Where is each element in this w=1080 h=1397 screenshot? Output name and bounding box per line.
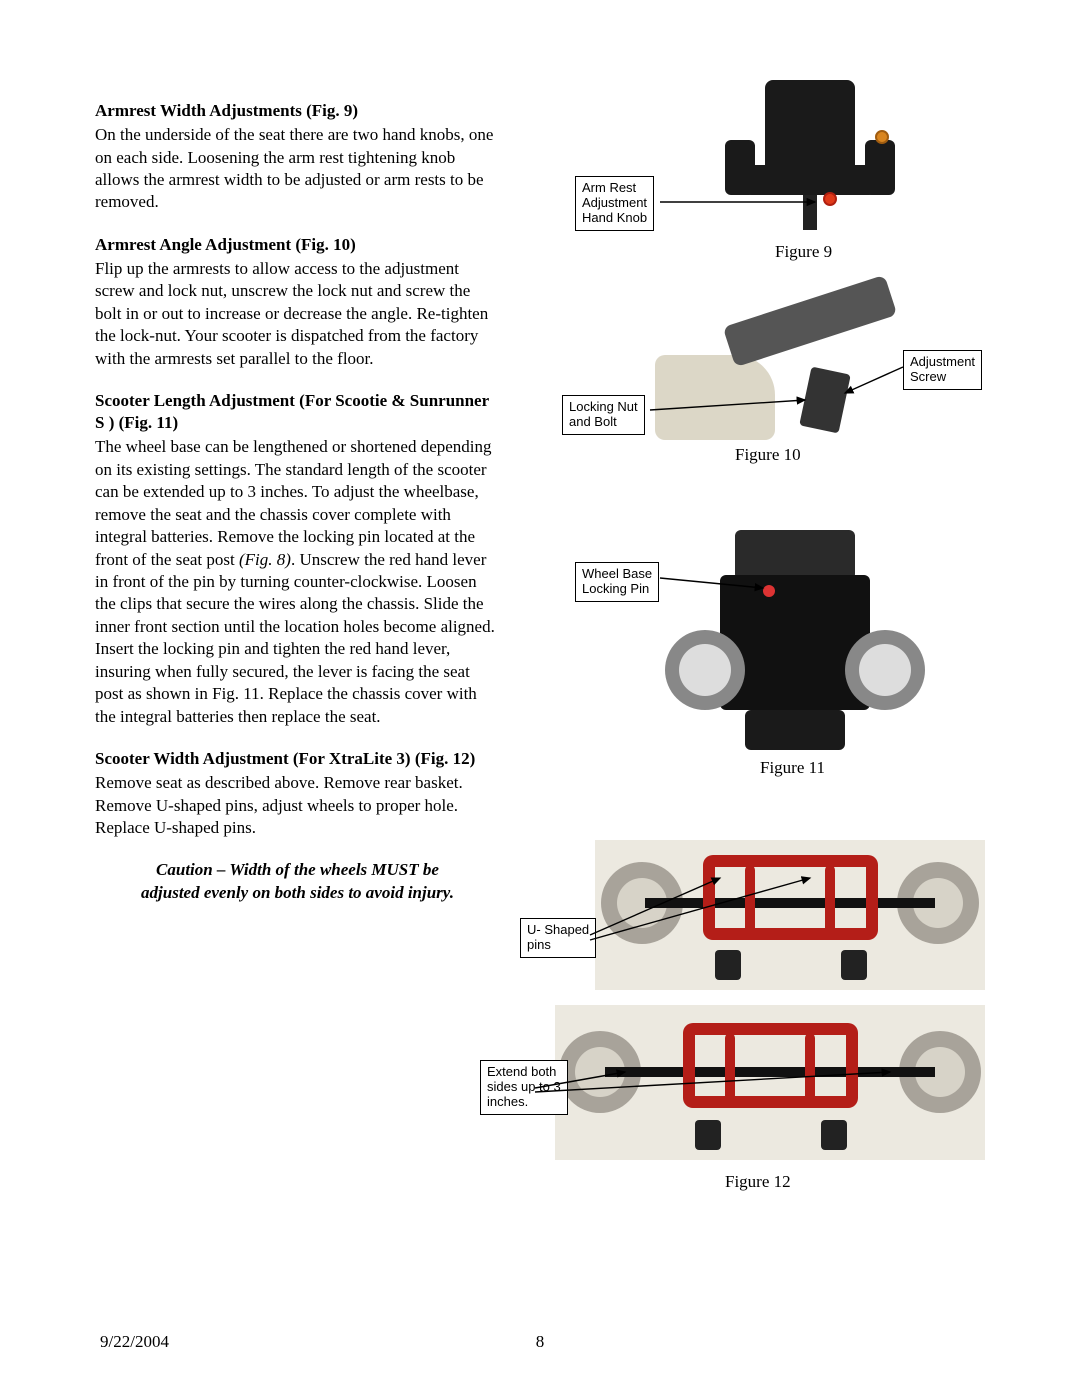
body: Remove seat as described above. Remove r… xyxy=(95,772,500,839)
heading: Armrest Width Adjustments (Fig. 9) xyxy=(95,100,500,122)
figure-11: Wheel Base Locking Pin Figure 11 xyxy=(515,520,985,790)
heading: Scooter Length Adjustment (For Scootie &… xyxy=(95,390,500,434)
section-scooter-width: Scooter Width Adjustment (For XtraLite 3… xyxy=(95,748,500,839)
callout-locking-nut: Locking Nut and Bolt xyxy=(562,395,645,435)
callout-wheel-base-pin: Wheel Base Locking Pin xyxy=(575,562,659,602)
figure-11-caption: Figure 11 xyxy=(760,758,825,778)
heading: Armrest Angle Adjustment (Fig. 10) xyxy=(95,234,500,256)
caution-line2: adjusted evenly on both sides to avoid i… xyxy=(141,883,454,902)
figure-12: U- Shaped pins Extend both sides up to 3… xyxy=(515,840,985,1240)
body-post: . Unscrew the red hand lever in front of… xyxy=(95,550,495,726)
footer-date: 9/22/2004 xyxy=(100,1332,169,1352)
figure-12-caption: Figure 12 xyxy=(725,1172,791,1192)
callout-arm-rest-knob: Arm Rest Adjustment Hand Knob xyxy=(575,176,654,231)
body: Flip up the armrests to allow access to … xyxy=(95,258,500,370)
body: On the underside of the seat there are t… xyxy=(95,124,500,214)
figure-9-caption: Figure 9 xyxy=(775,242,832,262)
body: The wheel base can be lengthened or shor… xyxy=(95,436,500,728)
locking-pin-icon xyxy=(763,585,775,597)
footer-page-number: 8 xyxy=(536,1332,545,1352)
section-scooter-length: Scooter Length Adjustment (For Scootie &… xyxy=(95,390,500,728)
hand-knob-icon xyxy=(823,192,837,206)
heading: Scooter Width Adjustment (For XtraLite 3… xyxy=(95,748,500,770)
section-armrest-angle: Armrest Angle Adjustment (Fig. 10) Flip … xyxy=(95,234,500,370)
callout-adjustment-screw: Adjustment Screw xyxy=(903,350,982,390)
callout-u-shaped-pins: U- Shaped pins xyxy=(520,918,596,958)
callout-extend-sides: Extend both sides up to 3 inches. xyxy=(480,1060,568,1115)
figure-10-caption: Figure 10 xyxy=(735,445,801,465)
fig-ref: (Fig. 8) xyxy=(239,550,291,569)
caution-note: Caution – Width of the wheels MUST be ad… xyxy=(95,859,500,904)
figure-9: Arm Rest Adjustment Hand Knob Figure 9 xyxy=(515,80,985,280)
caution-line1: Caution – Width of the wheels MUST be xyxy=(156,860,439,879)
section-armrest-width: Armrest Width Adjustments (Fig. 9) On th… xyxy=(95,100,500,214)
figure-10: Locking Nut and Bolt Adjustment Screw Fi… xyxy=(515,285,985,480)
